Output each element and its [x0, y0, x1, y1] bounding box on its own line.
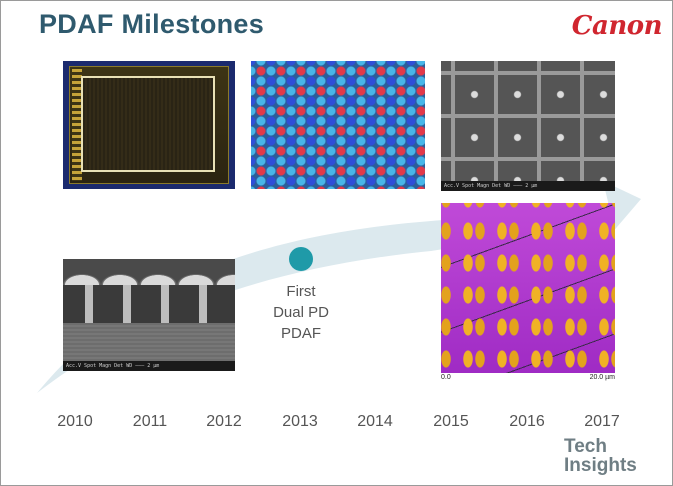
year-label: 2016 [509, 413, 545, 430]
milestone-line: PDAF [280, 325, 321, 342]
color-filter-array-photo [251, 61, 425, 189]
brand-line: Tech [564, 436, 607, 457]
sem-info-bar: Acc.V Spot Magn Det WD ——— 2 µm [441, 181, 615, 191]
sem-info-bar: Acc.V Spot Magn Det WD ——— 2 µm [63, 361, 235, 371]
dual-pd-microscope-photo [441, 203, 615, 373]
scale-caption-max: 20.0 µm [589, 374, 615, 381]
milestone-label: First Dual PD PDAF [251, 281, 351, 344]
year-label: 2011 [132, 413, 168, 430]
brand-line: Insights [564, 455, 637, 476]
milestone-line: First [286, 283, 316, 300]
sensor-die-photo [63, 61, 235, 189]
canon-logo: Canon [571, 11, 663, 41]
milestone-dot [289, 247, 313, 271]
year-label: 2015 [433, 413, 469, 430]
milestone-line: Dual PD [273, 304, 329, 321]
sem-cross-section-photo: Acc.V Spot Magn Det WD ——— 2 µm [63, 259, 235, 371]
sem-pixel-layout-photo: Acc.V Spot Magn Det WD ——— 2 µm [441, 61, 615, 191]
year-label: 2010 [57, 413, 93, 430]
scale-caption: 0.0 20.0 µm [441, 374, 615, 384]
scale-caption-min: 0.0 [441, 374, 451, 381]
techinsights-logo: Tech Insights [564, 437, 664, 475]
year-label: 2014 [357, 413, 393, 430]
year-label: 2012 [206, 413, 242, 430]
slide-title: PDAF Milestones [39, 9, 265, 39]
year-axis: 2010 2011 2012 2013 2014 2015 2016 2017 [1, 413, 673, 437]
year-label: 2017 [584, 413, 620, 430]
year-label: 2013 [282, 413, 318, 430]
